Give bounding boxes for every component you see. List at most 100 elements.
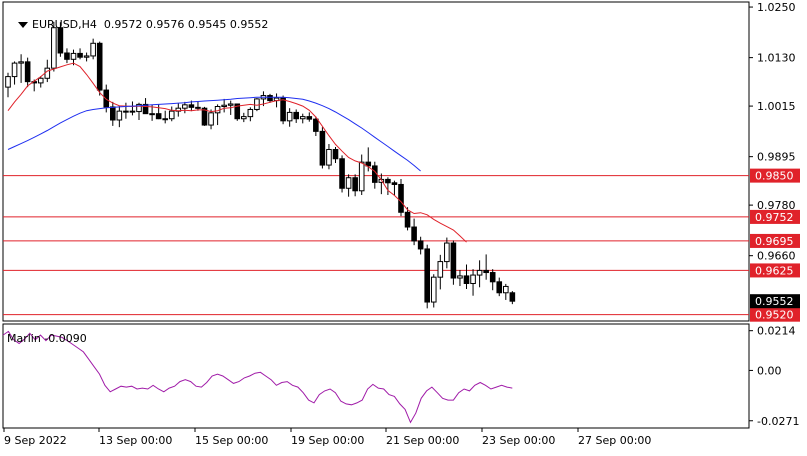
candle-body: [18, 61, 24, 64]
candle-body: [208, 112, 214, 126]
candle-body: [398, 183, 404, 213]
candle-body: [162, 118, 168, 121]
candle-body: [241, 116, 247, 120]
candle-body: [319, 130, 326, 166]
candle-body: [77, 52, 83, 58]
level-price-label: 0.9752: [755, 211, 794, 224]
candle-body: [103, 89, 110, 108]
candle-body: [463, 275, 470, 284]
y-tick-label: 1.0250: [757, 1, 796, 14]
symbol-label: EURUSD,H4: [32, 18, 97, 31]
indicator-pane-frame: [2, 323, 750, 429]
candle-body: [503, 285, 509, 294]
candle-body: [123, 110, 129, 113]
dropdown-triangle-icon[interactable]: [18, 22, 28, 28]
level-price-label: 0.9520: [755, 309, 794, 322]
candle-body: [299, 116, 306, 120]
osc-y-tick-label: 0.00: [757, 364, 782, 377]
candle-body: [96, 42, 103, 91]
candle-body: [44, 67, 51, 79]
ohlc-values: 0.9572 0.9576 0.9545 0.9552: [103, 18, 269, 31]
candle-body: [227, 103, 234, 106]
x-tick-label: 9 Sep 2022: [4, 434, 67, 447]
candle-body: [201, 107, 208, 126]
candle-body: [110, 106, 116, 121]
candle-body: [83, 55, 90, 58]
x-tick-label: 15 Sep 00:00: [195, 434, 268, 447]
candle-body: [5, 76, 11, 88]
candle-body: [385, 178, 391, 184]
candle-body: [339, 158, 345, 189]
candle-body: [509, 292, 516, 302]
y-tick-label: 0.9780: [757, 199, 796, 212]
candle-body: [496, 281, 503, 294]
candle-body: [267, 95, 273, 102]
candle-body: [168, 110, 175, 120]
level-price-label: 0.9625: [755, 264, 794, 277]
candle-body: [136, 103, 142, 113]
candle-body: [391, 182, 398, 185]
candle-body: [51, 27, 57, 69]
x-tick-label: 13 Sep 00:00: [99, 434, 172, 447]
candle-body: [345, 177, 352, 189]
candle-body: [57, 27, 64, 54]
candle-body: [444, 242, 450, 263]
candle-body: [286, 111, 293, 122]
candle-body: [476, 269, 483, 276]
candle-body: [417, 240, 424, 250]
candle-body: [470, 274, 476, 284]
chart-header: EURUSD,H4 0.9572 0.9576 0.9545 0.9552: [4, 5, 268, 44]
candle-body: [332, 148, 339, 160]
candle-body: [424, 248, 430, 303]
x-tick-label: 27 Sep 00:00: [578, 434, 651, 447]
level-price-tag: [750, 263, 800, 278]
osc-y-tick-label: -0.0271: [757, 415, 799, 428]
candle-body: [358, 161, 365, 192]
x-tick-label: 19 Sep 00:00: [291, 434, 364, 447]
candle-body: [24, 61, 31, 83]
level-price-tag: [750, 168, 800, 183]
y-tick-label: 1.0130: [757, 52, 796, 65]
candle-body: [306, 116, 313, 120]
candle-body: [457, 275, 463, 279]
candle-body: [182, 104, 188, 109]
candle-body: [155, 113, 162, 120]
level-price-tag: [750, 233, 800, 248]
indicator-label: Marlin -0.0090: [7, 332, 87, 345]
level-price-label: 0.9850: [755, 170, 794, 183]
current-price-label: 0.9552: [755, 295, 794, 308]
main-pane-frame: [2, 1, 750, 322]
candle-body: [411, 226, 417, 242]
current-price-tag: [750, 294, 800, 309]
slow-moving-average-line: [7, 96, 421, 172]
candle-body: [70, 52, 77, 60]
candle-body: [188, 104, 195, 108]
candle-body: [404, 211, 411, 228]
candle-body: [365, 161, 372, 167]
level-price-tag: [750, 209, 800, 224]
y-tick-label: 0.9895: [757, 151, 796, 164]
level-price-tag: [750, 307, 800, 322]
level-price-label: 0.9695: [755, 235, 794, 248]
candle-body: [149, 113, 155, 116]
candle-body: [352, 177, 358, 192]
x-tick-label: 21 Sep 00:00: [386, 434, 459, 447]
candle-body: [489, 272, 496, 283]
candle-body: [195, 106, 201, 109]
candle-body: [280, 97, 286, 122]
candle-body: [247, 108, 254, 118]
candle-body: [483, 269, 489, 274]
candle-body: [430, 276, 437, 303]
candle-body: [11, 62, 18, 78]
y-tick-label: 1.0015: [757, 100, 796, 113]
candle-body: [129, 110, 136, 113]
candle-body: [326, 148, 332, 166]
candle-body: [437, 261, 444, 278]
y-tick-label: 0.9660: [757, 250, 796, 263]
x-tick-label: 23 Sep 00:00: [482, 434, 555, 447]
candle-body: [37, 77, 44, 84]
candle-body: [234, 103, 241, 120]
candle-body: [254, 98, 260, 110]
